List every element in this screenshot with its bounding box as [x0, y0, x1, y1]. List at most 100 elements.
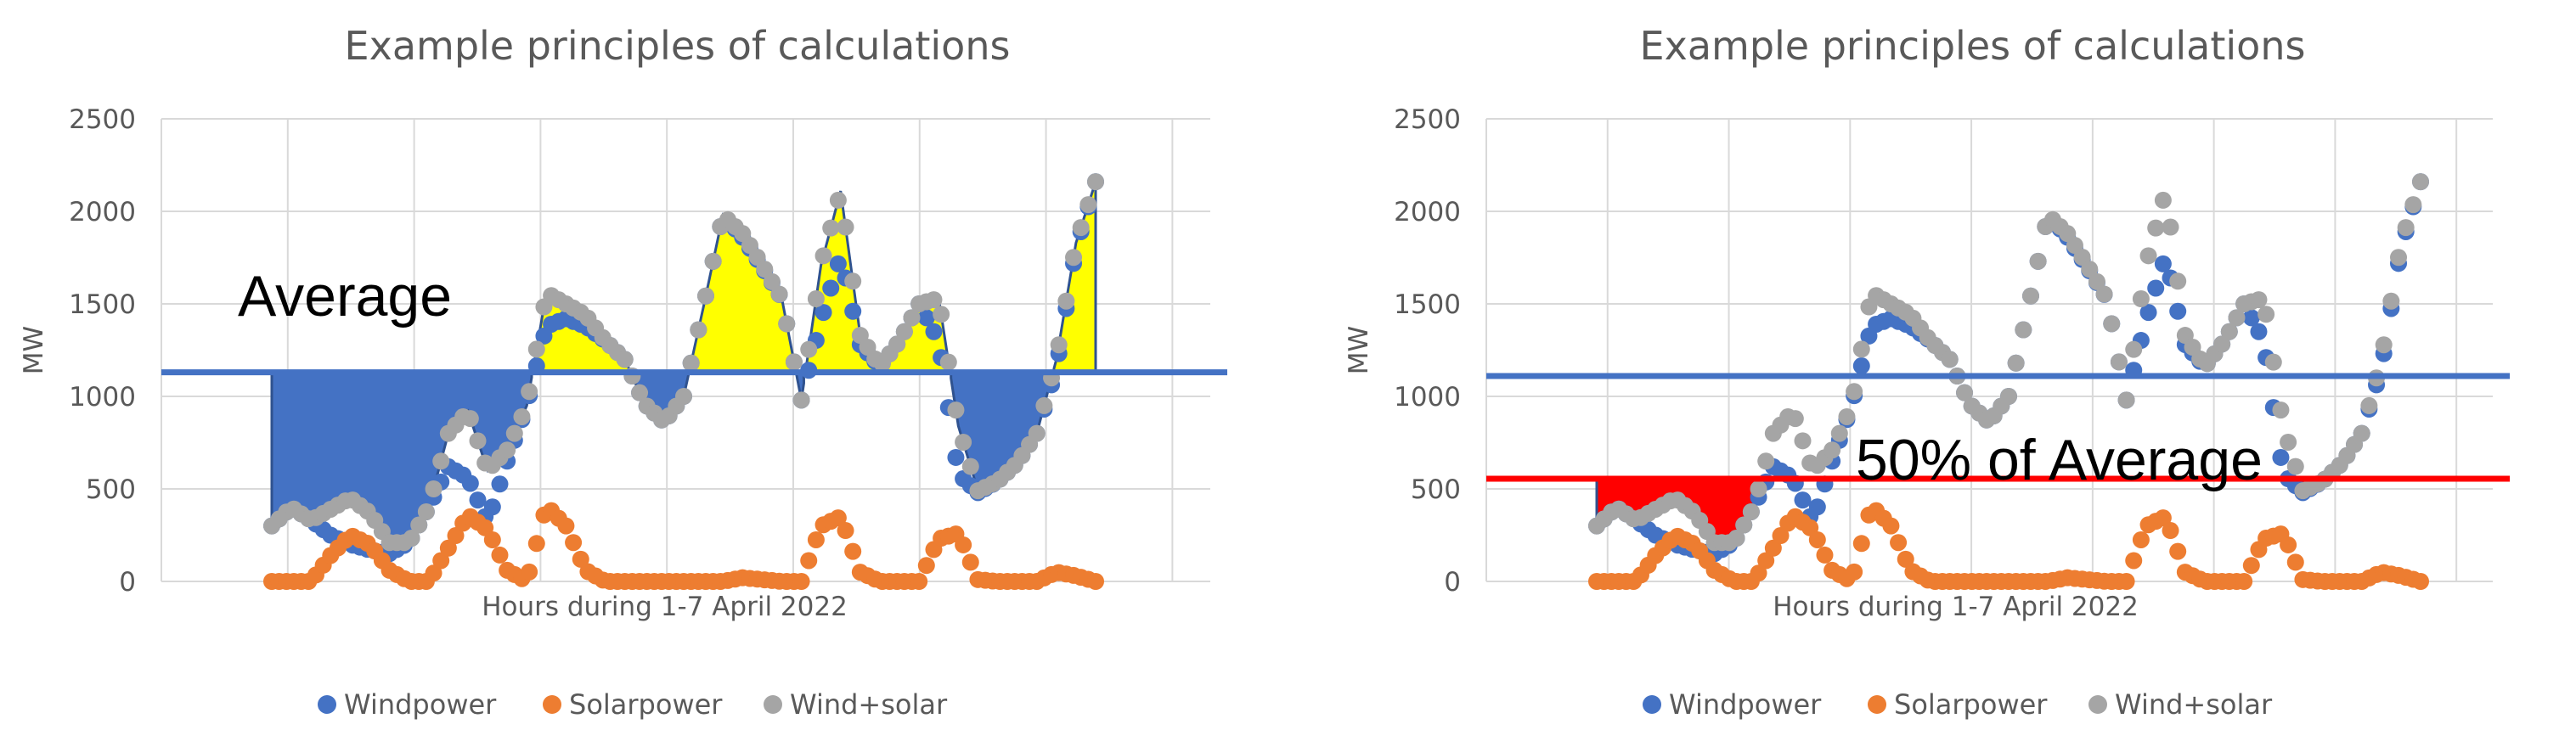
- legend-label: Windpower: [1669, 688, 1822, 721]
- y-tick-label: 2000: [69, 197, 136, 227]
- data-point: [844, 542, 862, 560]
- average-annotation: Average: [238, 264, 452, 328]
- legend-item: Solarpower: [1868, 688, 2048, 721]
- data-point: [1786, 410, 1804, 428]
- y-tick-label: 2500: [1394, 104, 1461, 135]
- data-point: [822, 219, 840, 237]
- data-point: [2264, 353, 2282, 371]
- data-point: [2088, 272, 2105, 290]
- data-point: [2382, 292, 2400, 310]
- data-point: [2397, 219, 2415, 237]
- data-point: [447, 527, 465, 545]
- data-point: [2235, 573, 2253, 590]
- data-point: [417, 502, 435, 520]
- legend-item: Solarpower: [543, 688, 723, 721]
- data-point: [491, 546, 509, 564]
- data-point: [2154, 191, 2172, 209]
- data-point: [1750, 480, 1767, 497]
- data-point: [829, 509, 847, 527]
- y-tick-label: 1000: [1394, 382, 1461, 413]
- data-point: [1735, 516, 1753, 534]
- chart-panel-2: Example principles of calculations 0 500 10…: [1344, 23, 2510, 721]
- y-tick-label: 500: [1411, 474, 1461, 505]
- data-point: [461, 410, 479, 428]
- x-axis-label: Hours during 1-7 April 2022: [482, 592, 848, 622]
- data-point: [939, 353, 957, 371]
- data-point: [696, 287, 714, 305]
- data-point: [2125, 552, 2143, 570]
- legend-item: Windpower: [1643, 688, 1822, 721]
- data-point: [800, 340, 818, 358]
- data-point: [895, 323, 913, 340]
- data-point: [1897, 550, 1914, 568]
- data-point: [1808, 498, 1826, 516]
- data-point: [483, 530, 501, 548]
- legend-label: Windpower: [344, 688, 497, 721]
- data-point: [2390, 249, 2408, 267]
- data-point: [756, 261, 774, 278]
- data-point: [1794, 432, 1812, 450]
- data-point: [2139, 304, 2157, 322]
- data-point: [425, 480, 442, 497]
- data-point: [1728, 530, 1745, 547]
- data-point: [1794, 491, 1812, 509]
- data-point: [527, 535, 545, 553]
- data-point: [2154, 509, 2172, 527]
- data-point: [527, 340, 545, 358]
- legend-item: Wind+solar: [2088, 688, 2273, 721]
- data-point: [844, 272, 862, 290]
- data-point: [513, 407, 531, 425]
- data-point: [499, 441, 516, 459]
- data-point: [1852, 535, 1870, 553]
- data-point: [2169, 542, 2187, 560]
- data-point: [1890, 534, 1908, 552]
- data-point: [778, 315, 796, 333]
- data-point: [792, 573, 810, 590]
- data-point: [925, 323, 943, 340]
- data-point: [1882, 517, 1900, 535]
- data-point: [631, 384, 649, 401]
- data-point: [2147, 219, 2165, 237]
- data-point: [2110, 353, 2128, 371]
- legend-marker: [1868, 695, 1886, 714]
- data-point: [800, 552, 818, 570]
- data-point: [2007, 354, 2025, 372]
- data-point: [822, 279, 840, 297]
- data-point: [2154, 255, 2172, 272]
- data-point: [403, 530, 420, 547]
- data-point: [2412, 573, 2429, 590]
- legend-label: Solarpower: [569, 688, 723, 721]
- data-point: [2242, 557, 2260, 575]
- data-point: [521, 563, 538, 581]
- data-point: [2147, 279, 2165, 297]
- data-point: [2375, 336, 2393, 354]
- data-point: [837, 218, 854, 236]
- data-point: [955, 536, 972, 553]
- data-point: [829, 191, 847, 209]
- legend-item: Wind+solar: [764, 688, 948, 721]
- data-point: [439, 539, 457, 557]
- data-point: [2258, 306, 2275, 323]
- data-point: [933, 306, 950, 323]
- data-point: [925, 291, 943, 309]
- data-point: [1956, 384, 1974, 401]
- data-point: [815, 304, 832, 322]
- data-point: [469, 432, 487, 450]
- legend-label: Wind+solar: [790, 688, 948, 721]
- legend-marker: [764, 695, 782, 714]
- data-point: [807, 530, 825, 548]
- legend-marker: [543, 695, 561, 714]
- data-point: [955, 433, 972, 451]
- chart-panel-1: Example principles of calculations 0 500 10…: [19, 23, 1227, 721]
- data-point: [2242, 309, 2260, 327]
- data-point: [807, 290, 825, 308]
- data-point: [2228, 309, 2246, 327]
- data-point: [837, 522, 854, 540]
- data-point: [2021, 287, 2039, 305]
- data-point: [432, 452, 450, 470]
- data-point: [1028, 424, 1046, 442]
- x-axis-label: Hours during 1-7 April 2022: [1773, 592, 2139, 622]
- y-axis-label: MW: [1344, 326, 1374, 374]
- data-point: [2125, 340, 2143, 358]
- data-point: [2220, 323, 2238, 340]
